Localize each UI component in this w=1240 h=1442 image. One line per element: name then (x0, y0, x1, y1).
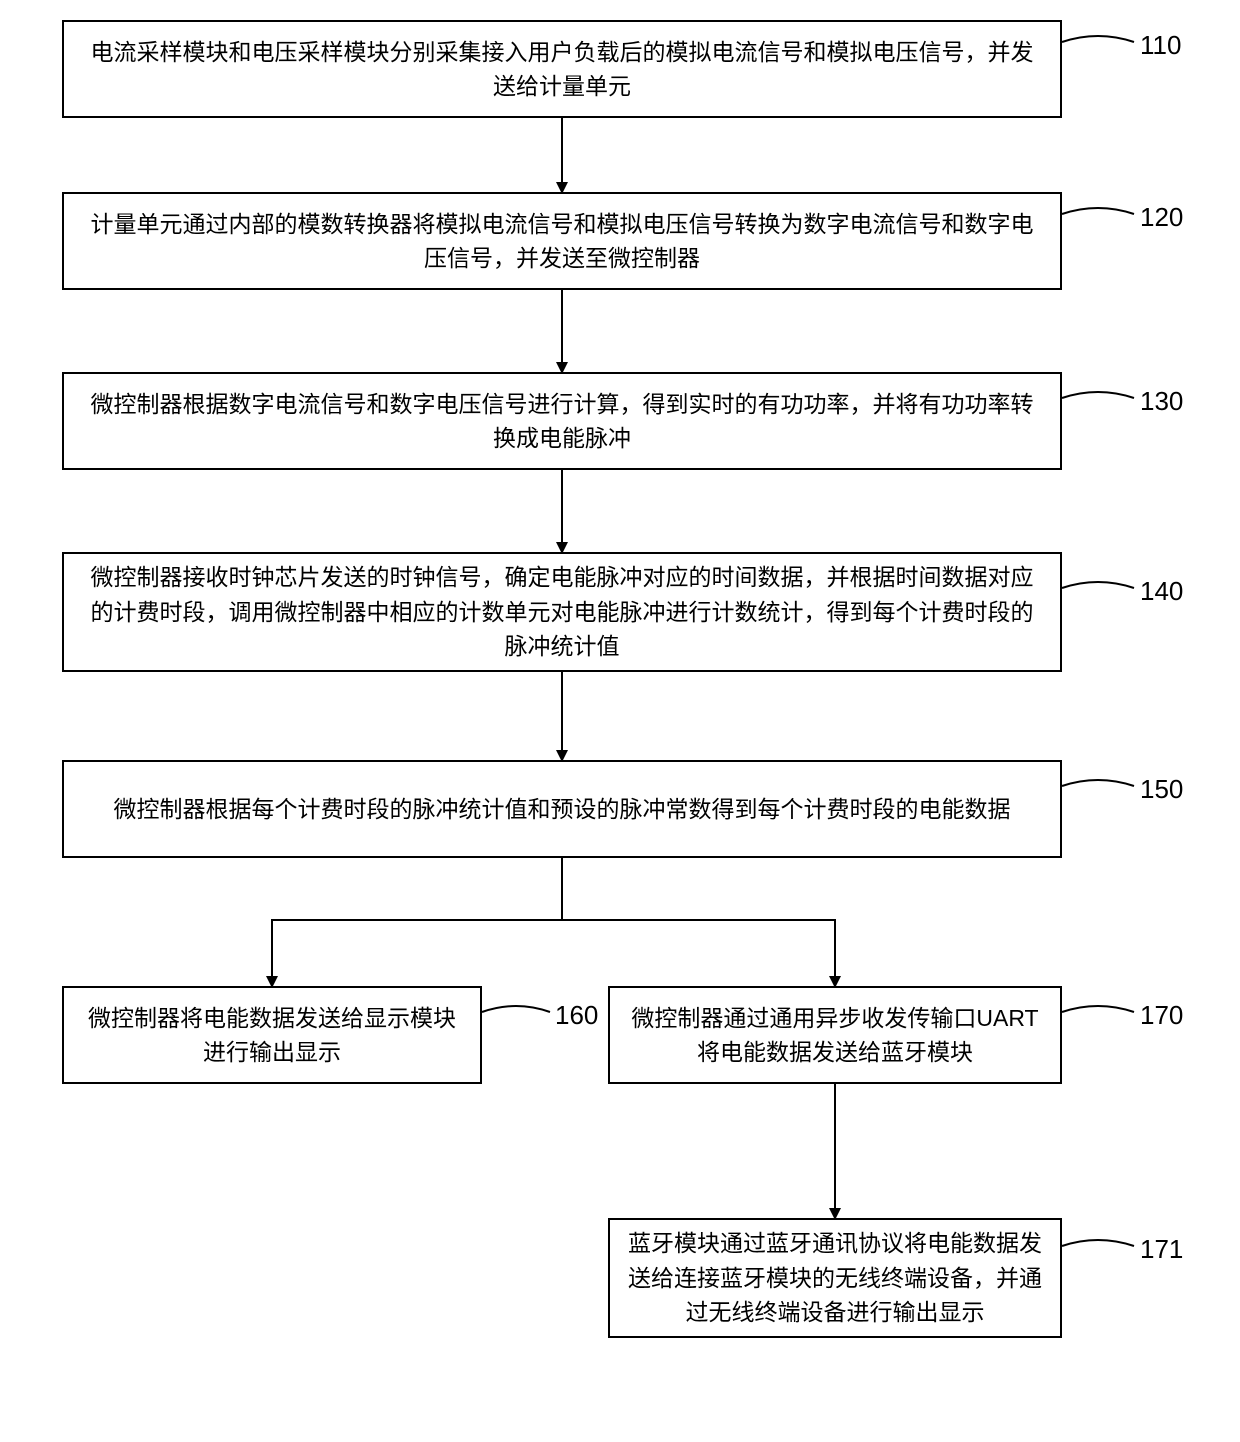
leader-140 (1062, 582, 1134, 588)
leader-171 (1062, 1240, 1134, 1246)
leader-170 (1062, 1006, 1134, 1012)
leader-120 (1062, 208, 1134, 214)
branch-150-left (272, 858, 562, 986)
leader-160 (482, 1006, 550, 1012)
leader-110 (1062, 36, 1134, 42)
leader-150 (1062, 780, 1134, 786)
leader-130 (1062, 392, 1134, 398)
branch-150-right (562, 858, 835, 986)
flow-connectors (0, 0, 1240, 1442)
